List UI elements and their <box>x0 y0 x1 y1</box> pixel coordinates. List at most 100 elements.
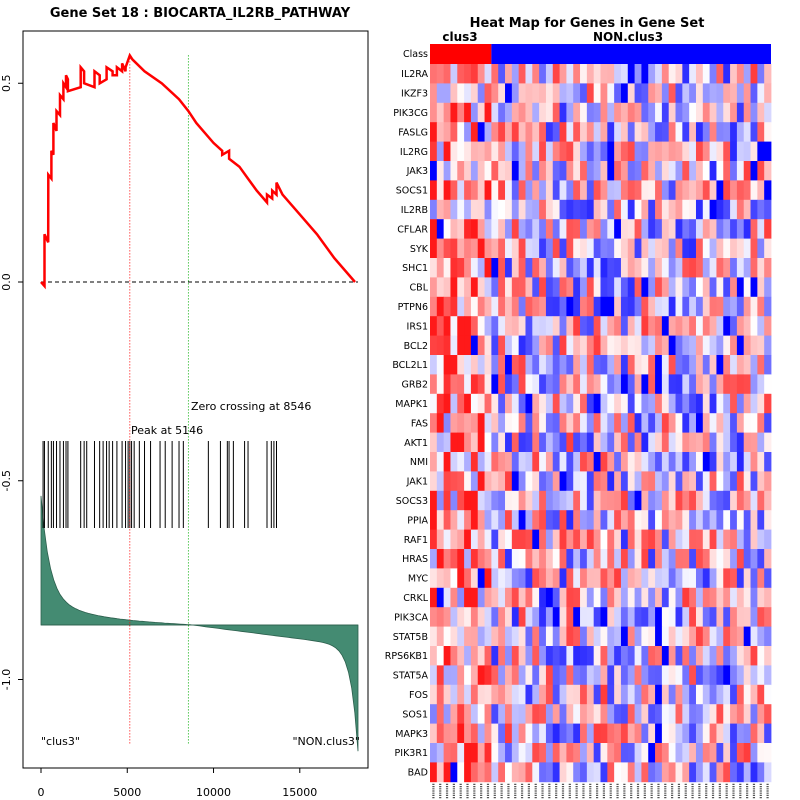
heatmap-cell <box>566 587 574 608</box>
heatmap-cell <box>518 83 526 104</box>
heatmap-cell <box>470 199 479 220</box>
heatmap-cell <box>743 684 751 705</box>
heatmap-cell <box>689 432 697 453</box>
heatmap-cell <box>661 355 670 375</box>
heatmap-cell <box>491 238 499 259</box>
heatmap-cell <box>443 335 451 356</box>
heatmap-cell <box>634 316 642 336</box>
heatmap-cell <box>430 296 438 317</box>
heatmap-cell <box>443 238 451 259</box>
heatmap-cell <box>675 102 683 123</box>
heatmap-cell <box>641 413 649 433</box>
heatmap-cell <box>750 277 758 298</box>
heatmap-cell <box>620 665 629 686</box>
heatmap-cell <box>675 335 683 356</box>
heatmap-cell <box>689 413 697 433</box>
heatmap-cell <box>498 335 506 356</box>
heatmap-cell <box>443 355 451 375</box>
heatmap-cell <box>470 607 479 627</box>
heatmap-cell <box>716 723 724 744</box>
heatmap-cell <box>498 316 506 336</box>
heatmap-cell <box>627 646 635 666</box>
heatmap-cell <box>518 490 526 511</box>
heatmap-cell <box>757 568 765 589</box>
heatmap-cell <box>505 471 513 492</box>
heatmap-cell <box>655 141 663 162</box>
heatmap-cell <box>743 626 751 647</box>
heatmap-cell <box>573 529 581 550</box>
heatmap-cell <box>566 180 574 201</box>
heatmap-cell <box>430 102 438 123</box>
heatmap-cell <box>457 335 465 356</box>
heatmap-cell <box>498 762 506 783</box>
heatmap-cell <box>545 626 554 647</box>
heatmap-cell <box>614 238 622 259</box>
ranked-list-metric-area <box>40 495 359 752</box>
heatmap-cell <box>675 607 683 627</box>
heatmap-cell <box>716 161 724 181</box>
heatmap-cell <box>661 102 670 123</box>
heatmap-cell <box>559 723 567 744</box>
heatmap-cell <box>450 723 458 744</box>
heatmap-cell <box>668 452 676 472</box>
heatmap-cell <box>532 258 540 278</box>
heatmap-cell <box>498 413 506 433</box>
heatmap-cell <box>730 64 738 84</box>
heatmap-cell <box>600 393 608 414</box>
heatmap-cell <box>661 607 670 627</box>
heatmap-cell <box>634 665 642 686</box>
heatmap-cell <box>436 452 445 472</box>
heatmap-cell <box>443 723 451 744</box>
heatmap-cell <box>634 626 642 647</box>
heatmap-cell <box>689 64 697 84</box>
heatmap-cell <box>450 529 458 550</box>
heatmap-cell <box>736 452 745 472</box>
heatmap-cell <box>764 355 772 375</box>
heatmap-cell <box>668 626 676 647</box>
heatmap-cell <box>505 296 513 317</box>
heatmap-cell <box>702 64 711 84</box>
heatmap-cell <box>464 432 472 453</box>
heatmap-cell <box>600 723 608 744</box>
heatmap-cell <box>614 199 622 220</box>
heatmap-cell <box>477 607 485 627</box>
heatmap-cell <box>566 122 574 142</box>
heatmap-cell <box>450 471 458 492</box>
heatmap-cell <box>586 102 595 123</box>
heatmap-cell <box>620 743 629 763</box>
heatmap-cell <box>750 762 758 783</box>
heatmap-cell <box>559 432 567 453</box>
heatmap-cell <box>757 335 765 356</box>
heatmap-cell <box>586 723 595 744</box>
heatmap-cell <box>593 374 601 395</box>
heatmap-cell <box>491 626 499 647</box>
heatmap-cell <box>505 607 513 627</box>
heatmap-cell <box>477 219 485 239</box>
heatmap-cell <box>689 374 697 395</box>
heatmap-cell <box>695 374 704 395</box>
heatmap-cell <box>709 549 717 569</box>
heatmap-cell <box>627 199 635 220</box>
heatmap-cell <box>586 626 595 647</box>
heatmap-cell <box>702 607 711 627</box>
heatmap-cell <box>491 64 499 84</box>
heatmap-cell <box>484 277 492 298</box>
heatmap-cell <box>539 549 547 569</box>
heatmap-cell <box>614 180 622 201</box>
heatmap-cell <box>484 432 492 453</box>
heatmap-cell <box>470 258 479 278</box>
heatmap-cell <box>477 238 485 259</box>
heatmap-cell <box>552 296 560 317</box>
heatmap-cell <box>627 355 635 375</box>
heatmap-cell <box>716 258 724 278</box>
heatmap-cell <box>695 64 704 84</box>
heatmap-cell <box>593 490 601 511</box>
heatmap-cell <box>518 549 526 569</box>
heatmap-cell <box>443 199 451 220</box>
heatmap-cell <box>723 723 731 744</box>
heatmap-cell <box>668 432 676 453</box>
heatmap-cell <box>730 199 738 220</box>
heatmap-cell <box>580 704 588 724</box>
heatmap-cell <box>552 141 560 162</box>
